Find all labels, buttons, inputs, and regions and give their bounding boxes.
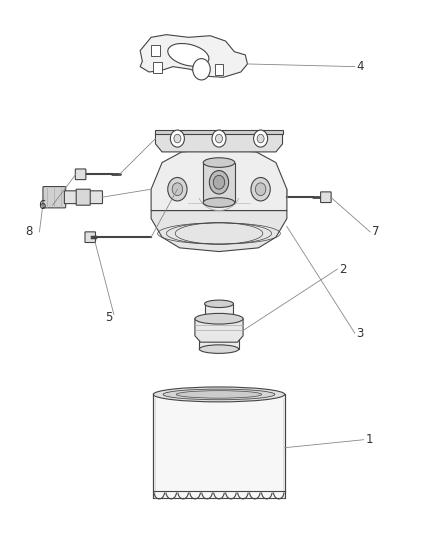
Polygon shape [195, 319, 243, 342]
Ellipse shape [203, 198, 235, 207]
Circle shape [255, 183, 266, 196]
FancyBboxPatch shape [43, 187, 66, 208]
Circle shape [168, 177, 187, 201]
Bar [153, 62, 162, 73]
FancyBboxPatch shape [75, 169, 86, 180]
FancyBboxPatch shape [76, 189, 90, 205]
Ellipse shape [176, 391, 261, 398]
Text: 4: 4 [357, 60, 364, 73]
Circle shape [209, 171, 229, 194]
Bar [215, 64, 223, 75]
Circle shape [257, 134, 264, 143]
Text: 1: 1 [365, 433, 373, 446]
Circle shape [213, 175, 225, 189]
Polygon shape [151, 149, 287, 211]
Circle shape [251, 177, 270, 201]
Bar [205, 304, 233, 319]
Polygon shape [151, 211, 287, 252]
Circle shape [193, 59, 210, 80]
Circle shape [212, 130, 226, 147]
Ellipse shape [195, 313, 243, 324]
Bar [199, 336, 239, 349]
Text: 7: 7 [372, 225, 379, 238]
Circle shape [170, 130, 184, 147]
Text: 8: 8 [25, 225, 32, 238]
Ellipse shape [163, 389, 275, 400]
Ellipse shape [199, 345, 239, 353]
Ellipse shape [153, 387, 285, 402]
Circle shape [254, 130, 268, 147]
FancyBboxPatch shape [153, 394, 285, 498]
Text: 3: 3 [357, 327, 364, 340]
Text: 6: 6 [38, 199, 46, 212]
Ellipse shape [168, 44, 209, 66]
Text: 5: 5 [105, 311, 113, 324]
Ellipse shape [205, 300, 233, 308]
Circle shape [172, 183, 183, 196]
Polygon shape [155, 134, 283, 152]
Circle shape [215, 134, 223, 143]
Text: 2: 2 [339, 263, 346, 276]
Polygon shape [140, 35, 247, 77]
Bar [155, 130, 283, 134]
Circle shape [174, 134, 181, 143]
Ellipse shape [203, 158, 235, 167]
Bar [203, 163, 235, 203]
Bar [151, 45, 160, 56]
FancyBboxPatch shape [321, 192, 331, 203]
FancyBboxPatch shape [64, 191, 102, 204]
FancyBboxPatch shape [85, 232, 95, 243]
